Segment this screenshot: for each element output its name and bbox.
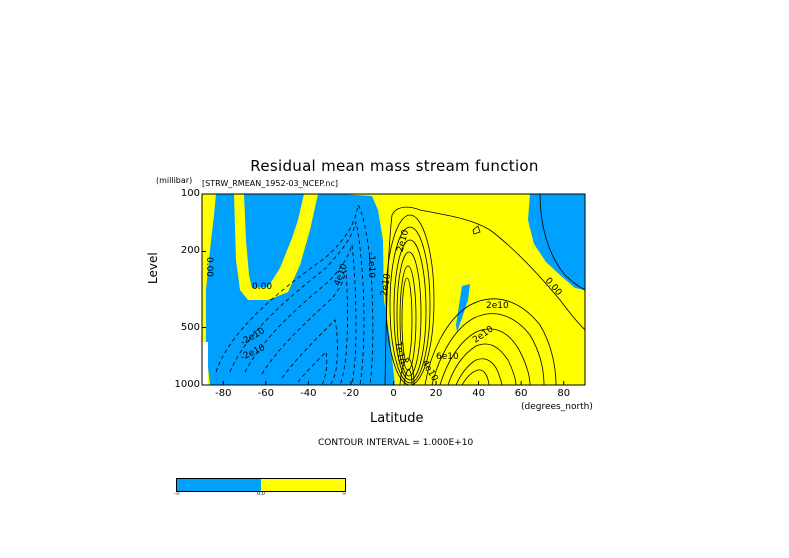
colorbar-negative-swatch bbox=[177, 479, 261, 491]
solid-contour bbox=[396, 251, 422, 377]
dashed-contour bbox=[244, 244, 357, 385]
solid-contour bbox=[393, 239, 427, 381]
solid-contour bbox=[539, 194, 585, 291]
x-tick-label: -20 bbox=[342, 388, 360, 399]
y-tick-label: 500 bbox=[180, 321, 200, 333]
solid-contour bbox=[431, 313, 545, 385]
solid-contour bbox=[389, 226, 431, 384]
colorbar-positive-swatch bbox=[261, 479, 345, 491]
dashed-contour bbox=[215, 204, 374, 385]
contour-label: 0.00 bbox=[252, 282, 273, 292]
solid-contour bbox=[439, 328, 531, 385]
dashed-contour bbox=[261, 269, 348, 385]
x-tick-label: 20 bbox=[429, 388, 443, 399]
x-tick-label: -60 bbox=[257, 388, 274, 399]
y-unit-label: (millibar) bbox=[156, 176, 193, 185]
colorbar-label-min: -∞ bbox=[174, 491, 180, 497]
solid-contour bbox=[461, 369, 490, 385]
colorbar-label-zero: 0.0 bbox=[257, 491, 265, 497]
y-tick-label: 100 bbox=[180, 188, 200, 199]
contour-label: 0.00 bbox=[204, 256, 215, 278]
x-tick-label: 60 bbox=[514, 388, 528, 399]
y-axis-label: Level bbox=[146, 252, 160, 284]
x-tick-label: -80 bbox=[215, 388, 232, 399]
colorbar-label-max: ∞ bbox=[342, 491, 347, 497]
x-tick-label: -40 bbox=[300, 388, 317, 399]
y-tick-label: 200 bbox=[180, 245, 200, 257]
missing-data-gap bbox=[202, 342, 208, 385]
x-tick-label: 40 bbox=[472, 388, 485, 399]
contour-label: 6e10 bbox=[436, 352, 459, 362]
contour-label: -1e10 bbox=[365, 252, 376, 278]
solid-contour bbox=[472, 225, 481, 235]
solid-contour bbox=[455, 358, 503, 385]
x-tick-label: 0 bbox=[390, 388, 397, 399]
dashed-contour bbox=[281, 319, 338, 385]
solid-contour bbox=[424, 298, 557, 385]
solid-contour bbox=[403, 368, 413, 385]
chart-title: Residual mean mass stream function bbox=[250, 157, 539, 175]
negative-slot-north bbox=[456, 284, 470, 332]
source-file-label: [STRW_RMEAN_1952-03_NCEP.nc] bbox=[202, 179, 338, 188]
y-tick-label: 1000 bbox=[174, 379, 200, 390]
positive-patch-south-upper bbox=[234, 194, 318, 300]
contour-interval-note: CONTOUR INTERVAL = 1.000E+10 bbox=[318, 438, 474, 448]
colorbar bbox=[176, 478, 346, 492]
solid-contour bbox=[384, 206, 585, 385]
x-tick-label: 80 bbox=[557, 388, 571, 399]
negative-region-south bbox=[206, 194, 395, 385]
dashed-contour bbox=[229, 221, 365, 385]
negative-region-north bbox=[528, 194, 585, 290]
x-unit-label: (degrees_north) bbox=[521, 402, 593, 412]
solid-contour bbox=[401, 277, 413, 363]
x-axis-label: Latitude bbox=[370, 411, 424, 426]
solid-contour bbox=[399, 357, 415, 385]
solid-contour bbox=[385, 214, 435, 385]
solid-contour bbox=[447, 343, 517, 385]
contour-label: 2e10 bbox=[486, 301, 509, 311]
dashed-contour bbox=[297, 351, 328, 385]
